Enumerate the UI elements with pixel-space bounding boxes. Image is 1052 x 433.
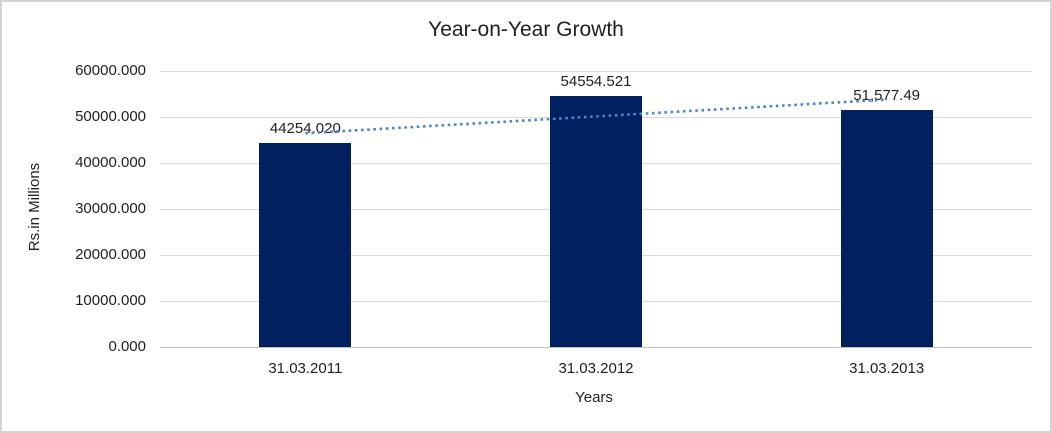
y-tick-label: 10000.000 — [75, 292, 146, 309]
bar — [259, 143, 352, 347]
x-axis-line — [160, 346, 1032, 348]
y-tick-label: 30000.000 — [75, 200, 146, 217]
gridline — [160, 70, 1032, 72]
bar — [840, 109, 933, 347]
x-tick-label: 31.03.2012 — [558, 360, 634, 377]
chart-title: Year-on-Year Growth — [428, 18, 624, 41]
x-tick-label: 31.03.2013 — [849, 360, 925, 377]
bar-data-label: 44254.020 — [269, 120, 341, 138]
x-axis-title: Years — [575, 389, 613, 406]
bar-data-label: 51,577.49 — [853, 86, 921, 104]
y-tick-label: 40000.000 — [75, 154, 146, 171]
y-tick-label: 50000.000 — [75, 108, 146, 125]
bar-data-label: 54554.521 — [560, 73, 632, 91]
x-tick-label: 31.03.2011 — [268, 360, 343, 377]
bar — [550, 96, 642, 347]
y-tick-label: 0.000 — [108, 338, 146, 355]
y-tick-label: 60000.000 — [75, 62, 146, 79]
y-tick-label: 20000.000 — [75, 246, 146, 263]
